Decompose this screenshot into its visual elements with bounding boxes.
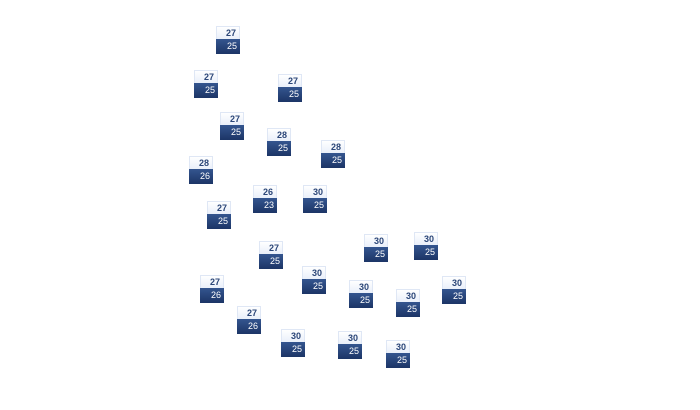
- low-temperature: 25: [259, 254, 283, 269]
- high-temperature: 28: [189, 156, 213, 169]
- low-temperature: 25: [281, 342, 305, 357]
- weather-marker[interactable]: 27 25: [278, 74, 302, 102]
- low-temperature: 25: [216, 39, 240, 54]
- low-temperature: 26: [189, 169, 213, 184]
- high-temperature: 27: [207, 201, 231, 214]
- low-temperature: 25: [364, 247, 388, 262]
- low-temperature: 25: [303, 198, 327, 213]
- low-temperature: 25: [207, 214, 231, 229]
- low-temperature: 25: [442, 289, 466, 304]
- high-temperature: 28: [267, 128, 291, 141]
- low-temperature: 25: [194, 83, 218, 98]
- weather-marker[interactable]: 30 25: [303, 185, 327, 213]
- high-temperature: 30: [414, 232, 438, 245]
- weather-marker[interactable]: 26 23: [253, 185, 277, 213]
- weather-marker[interactable]: 28 25: [321, 140, 345, 168]
- weather-marker[interactable]: 30 25: [338, 331, 362, 359]
- high-temperature: 27: [259, 241, 283, 254]
- weather-marker[interactable]: 28 25: [267, 128, 291, 156]
- high-temperature: 30: [349, 280, 373, 293]
- low-temperature: 25: [220, 125, 244, 140]
- weather-marker[interactable]: 30 25: [386, 340, 410, 368]
- weather-marker[interactable]: 27 26: [200, 275, 224, 303]
- high-temperature: 26: [253, 185, 277, 198]
- high-temperature: 30: [364, 234, 388, 247]
- weather-marker[interactable]: 30 25: [396, 289, 420, 317]
- weather-marker[interactable]: 27 25: [194, 70, 218, 98]
- low-temperature: 25: [302, 279, 326, 294]
- high-temperature: 28: [321, 140, 345, 153]
- weather-marker[interactable]: 27 25: [259, 241, 283, 269]
- weather-marker[interactable]: 28 26: [189, 156, 213, 184]
- weather-marker[interactable]: 30 25: [442, 276, 466, 304]
- low-temperature: 25: [278, 87, 302, 102]
- high-temperature: 30: [303, 185, 327, 198]
- low-temperature: 25: [321, 153, 345, 168]
- weather-marker[interactable]: 30 25: [281, 329, 305, 357]
- high-temperature: 30: [396, 289, 420, 302]
- high-temperature: 27: [200, 275, 224, 288]
- high-temperature: 27: [220, 112, 244, 125]
- weather-marker[interactable]: 30 25: [349, 280, 373, 308]
- low-temperature: 26: [200, 288, 224, 303]
- weather-marker[interactable]: 27 25: [220, 112, 244, 140]
- low-temperature: 25: [349, 293, 373, 308]
- weather-marker[interactable]: 30 25: [414, 232, 438, 260]
- low-temperature: 25: [386, 353, 410, 368]
- low-temperature: 23: [253, 198, 277, 213]
- high-temperature: 30: [302, 266, 326, 279]
- low-temperature: 26: [237, 319, 261, 334]
- weather-marker[interactable]: 27 25: [216, 26, 240, 54]
- high-temperature: 27: [278, 74, 302, 87]
- high-temperature: 30: [281, 329, 305, 342]
- high-temperature: 27: [194, 70, 218, 83]
- weather-marker[interactable]: 30 25: [364, 234, 388, 262]
- high-temperature: 30: [386, 340, 410, 353]
- low-temperature: 25: [338, 344, 362, 359]
- high-temperature: 30: [338, 331, 362, 344]
- weather-marker[interactable]: 27 26: [237, 306, 261, 334]
- low-temperature: 25: [396, 302, 420, 317]
- high-temperature: 27: [237, 306, 261, 319]
- low-temperature: 25: [267, 141, 291, 156]
- weather-marker[interactable]: 27 25: [207, 201, 231, 229]
- weather-marker[interactable]: 30 25: [302, 266, 326, 294]
- high-temperature: 30: [442, 276, 466, 289]
- low-temperature: 25: [414, 245, 438, 260]
- high-temperature: 27: [216, 26, 240, 39]
